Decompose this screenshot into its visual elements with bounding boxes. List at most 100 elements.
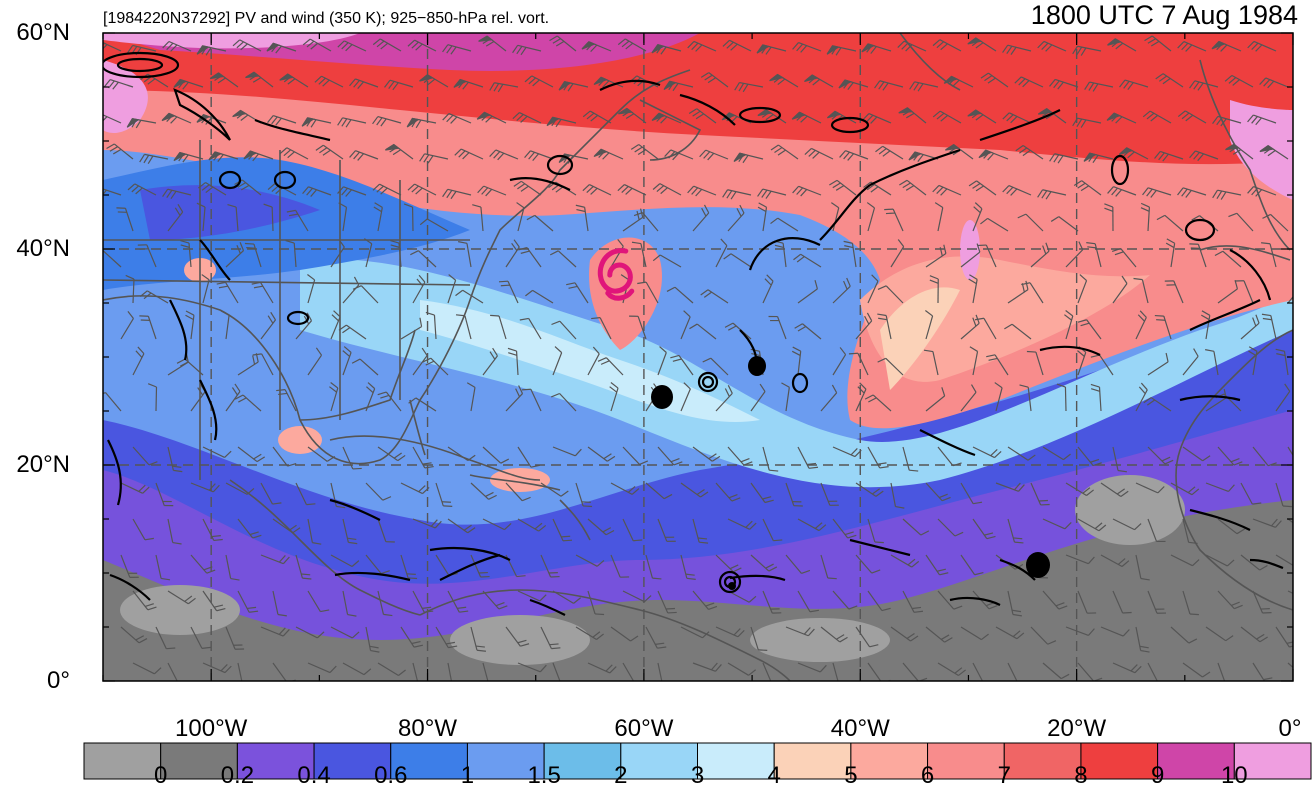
wind-barb xyxy=(937,446,962,467)
wind-barb xyxy=(700,72,729,88)
wind-barb xyxy=(657,518,676,542)
wind-barb xyxy=(302,186,332,197)
wind-barb xyxy=(412,446,434,469)
wind-barb xyxy=(587,662,617,674)
colorbar-level-label: 5 xyxy=(844,762,858,789)
wind-barb xyxy=(412,274,426,304)
right-title: 1800 UTC 7 Aug 1984 xyxy=(1030,0,1298,30)
wind-barb xyxy=(476,111,507,124)
wind-barb xyxy=(330,554,360,568)
wind-barb xyxy=(645,554,662,580)
wind-barb xyxy=(517,446,540,468)
wind-barb xyxy=(995,482,1025,492)
wind-barb xyxy=(454,148,484,160)
wind-barb xyxy=(232,109,262,124)
colorbar-level-label: 0.6 xyxy=(374,762,408,789)
wind-barb xyxy=(470,554,490,578)
wind-barb xyxy=(524,150,554,161)
wind-barb xyxy=(103,114,122,124)
wind-barb xyxy=(566,282,589,304)
wind-barb xyxy=(412,662,419,681)
wind-barb xyxy=(307,518,322,545)
wind-barb xyxy=(820,554,837,580)
wind-barb xyxy=(995,626,1025,640)
wind-barb xyxy=(757,188,787,199)
wind-barb xyxy=(960,626,989,641)
wind-barb xyxy=(932,110,962,124)
wind-barb xyxy=(132,518,154,541)
wind-barb xyxy=(276,389,297,412)
wind-barb xyxy=(855,482,884,497)
wind-barb xyxy=(442,44,472,55)
wind-barb xyxy=(689,323,717,340)
colorbar-swatch xyxy=(543,742,622,780)
wind-barb xyxy=(909,81,939,92)
wind-barb xyxy=(412,518,442,529)
wind-barb xyxy=(196,45,227,56)
wind-barb xyxy=(237,518,262,539)
wind-barb xyxy=(225,554,240,581)
wind-barb xyxy=(1144,35,1172,52)
wind-barb xyxy=(610,626,639,642)
wind-barb xyxy=(155,482,174,507)
wind-barb xyxy=(645,626,667,649)
wind-barb xyxy=(1021,282,1044,304)
wind-barb xyxy=(762,446,779,472)
wind-barb xyxy=(593,76,624,88)
wind-barb xyxy=(1111,247,1137,268)
wind-barb xyxy=(587,590,605,616)
wind-barb xyxy=(551,320,577,340)
wind-barb xyxy=(190,482,220,493)
wind-barb xyxy=(797,662,827,673)
wind-barb xyxy=(657,662,663,681)
wind-barb xyxy=(1287,590,1293,594)
wind-barb xyxy=(372,115,402,127)
wind-barb xyxy=(1073,180,1102,196)
wind-barb xyxy=(104,79,134,90)
wind-barb xyxy=(622,590,652,603)
wind-barb xyxy=(422,357,449,376)
wind-barb xyxy=(285,239,297,268)
wind-barb xyxy=(890,554,920,568)
wind-barb xyxy=(1065,241,1084,268)
wind-barb xyxy=(558,81,589,92)
wind-barb xyxy=(295,554,312,580)
wind-barb xyxy=(1240,482,1262,505)
wind-barb xyxy=(663,80,694,92)
wind-barb xyxy=(925,554,949,576)
wind-barb xyxy=(505,626,530,647)
wind-barb xyxy=(929,275,939,304)
wind-barb xyxy=(1214,250,1242,268)
wind-barb xyxy=(1107,186,1137,197)
wind-barb xyxy=(968,180,997,196)
wind-barb xyxy=(688,108,717,124)
wind-barb xyxy=(407,183,437,196)
wind-barb xyxy=(260,482,282,505)
wind-barb xyxy=(352,285,379,304)
wind-barb xyxy=(1037,108,1067,124)
wind-barb xyxy=(875,145,904,160)
wind-barb xyxy=(408,397,437,412)
wind-barb xyxy=(103,392,122,412)
wind-barb xyxy=(260,554,290,565)
wind-barb xyxy=(1240,554,1268,571)
wind-barb xyxy=(1002,44,1032,55)
colorbar-swatch xyxy=(927,742,1005,780)
wind-barb xyxy=(329,382,339,412)
wind-barb xyxy=(582,184,612,196)
wind-barb xyxy=(582,110,612,124)
wind-barb xyxy=(793,253,822,268)
wind-barb xyxy=(756,44,787,55)
wind-barb xyxy=(978,149,1009,161)
wind-barb xyxy=(1217,518,1245,535)
wind-barb xyxy=(1077,319,1102,340)
wind-barb xyxy=(447,518,476,534)
wind-barb xyxy=(349,150,379,161)
wind-barb xyxy=(785,554,811,574)
wind-barb xyxy=(330,310,341,340)
wind-barb xyxy=(1119,79,1149,91)
wind-barb xyxy=(715,385,733,412)
wind-barb xyxy=(804,147,834,160)
pv-shading xyxy=(103,33,1293,681)
wind-barb xyxy=(260,311,277,340)
